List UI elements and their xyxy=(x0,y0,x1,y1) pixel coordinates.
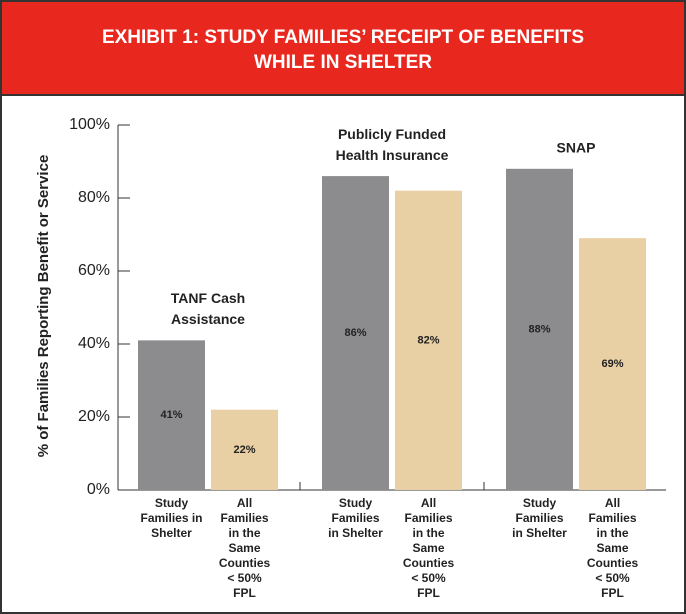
x-tick-label: Study xyxy=(523,496,557,510)
x-tick-label: Shelter xyxy=(151,526,192,540)
header xyxy=(0,0,686,96)
x-tick-label: Same xyxy=(596,541,628,555)
x-tick-label: Study xyxy=(155,496,189,510)
x-tick-label: Families in xyxy=(140,511,202,525)
y-tick-label: 40% xyxy=(78,335,110,352)
y-axis-label: % of Families Reporting Benefit or Servi… xyxy=(35,155,52,458)
x-tick-label: Counties xyxy=(587,556,639,570)
y-tick-label: 0% xyxy=(87,481,110,498)
group-label: Health Insurance xyxy=(336,147,449,163)
y-tick-label: 100% xyxy=(69,116,110,133)
x-tick-label: FPL xyxy=(417,586,440,600)
x-tick-label: Study xyxy=(339,496,373,510)
x-tick-label: in Shelter xyxy=(512,526,567,540)
x-tick-label: in the xyxy=(413,526,445,540)
x-tick-label: Families xyxy=(404,511,452,525)
bar xyxy=(395,190,462,490)
bar xyxy=(579,238,646,490)
chart-title: WHILE IN SHELTER xyxy=(254,52,432,73)
y-tick-label: 80% xyxy=(78,189,110,206)
value-label: 88% xyxy=(528,323,550,335)
x-tick-label: Same xyxy=(228,541,260,555)
x-tick-label: All xyxy=(421,496,436,510)
x-tick-label: Counties xyxy=(219,556,271,570)
x-tick-label: Families xyxy=(515,511,563,525)
value-label: 69% xyxy=(601,358,623,370)
value-label: 82% xyxy=(417,334,439,346)
value-label: 86% xyxy=(344,327,366,339)
value-label: 41% xyxy=(160,409,182,421)
bar xyxy=(322,176,389,490)
x-tick-label: Families xyxy=(220,511,268,525)
x-tick-label: All xyxy=(605,496,620,510)
x-tick-label: FPL xyxy=(601,586,624,600)
x-tick-label: < 50% xyxy=(595,571,630,585)
x-tick-label: < 50% xyxy=(227,571,262,585)
y-tick-label: 60% xyxy=(78,262,110,279)
x-tick-label: in the xyxy=(229,526,261,540)
x-tick-label: in the xyxy=(597,526,629,540)
x-tick-label: Families xyxy=(588,511,636,525)
group-label: SNAP xyxy=(557,140,596,156)
x-tick-label: < 50% xyxy=(411,571,446,585)
x-tick-label: All xyxy=(237,496,252,510)
bar xyxy=(138,340,205,490)
value-label: 22% xyxy=(233,444,255,456)
bar xyxy=(506,168,573,491)
bar xyxy=(211,409,278,490)
x-tick-label: Counties xyxy=(403,556,455,570)
chart-title: EXHIBIT 1: STUDY FAMILIES’ RECEIPT OF BE… xyxy=(102,27,584,48)
x-tick-label: Same xyxy=(412,541,444,555)
group-label: Assistance xyxy=(171,311,245,327)
y-tick-label: 20% xyxy=(78,408,110,425)
x-tick-label: in Shelter xyxy=(328,526,383,540)
group-label: Publicly Funded xyxy=(338,126,446,142)
x-tick-label: Families xyxy=(331,511,379,525)
x-tick-label: FPL xyxy=(233,586,256,600)
group-label: TANF Cash xyxy=(171,290,245,306)
